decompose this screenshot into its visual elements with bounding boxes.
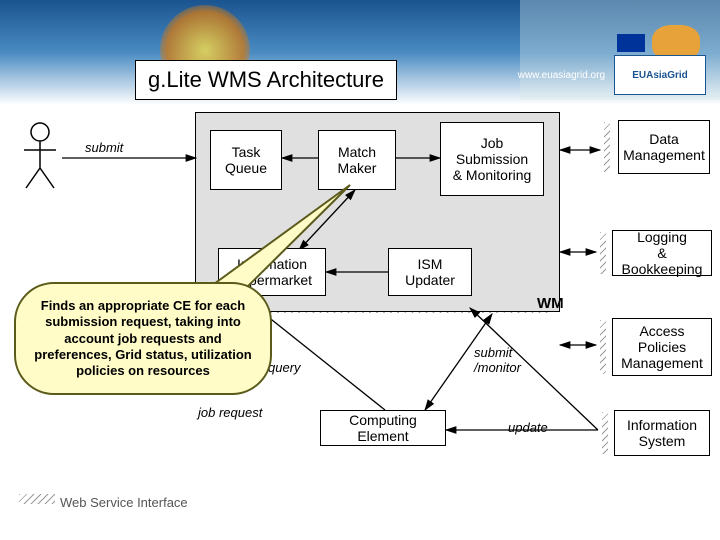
callout-text: Finds an appropriate CE for each submiss… [34, 298, 251, 378]
match-maker-callout: Finds an appropriate CE for each submiss… [14, 282, 272, 395]
logo-text: EUAsiaGrid [632, 70, 688, 81]
title-box: g.Lite WMS Architecture [135, 60, 397, 100]
euasiagrid-logo: EUAsiaGrid [614, 55, 706, 95]
header-url: www.euasiagrid.org [518, 70, 605, 81]
architecture-diagram: WM Task QueueMatch MakerJob Submission &… [0, 100, 720, 540]
eu-flag-icon [617, 34, 645, 52]
page-title: g.Lite WMS Architecture [148, 67, 384, 93]
